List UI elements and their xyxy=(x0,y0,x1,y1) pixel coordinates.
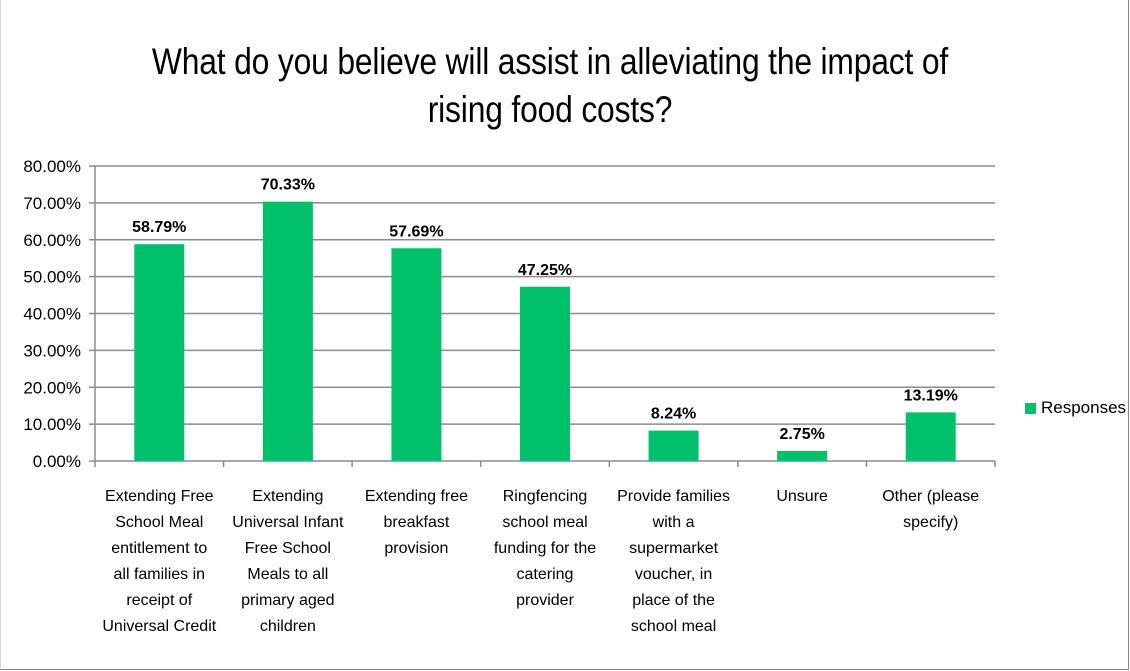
x-tick-label-line: receipt of xyxy=(126,592,192,609)
x-tick-label: Ringfencing school meal funding for the cat… xyxy=(494,488,596,609)
data-label: 70.33% xyxy=(261,177,315,194)
y-tick-label: 20.00% xyxy=(23,378,81,397)
bar xyxy=(777,450,828,461)
legend-swatch xyxy=(1025,402,1036,414)
y-tick-label: 10.00% xyxy=(23,415,81,434)
x-tick-label-line: Provide families xyxy=(617,488,730,505)
x-tick-label-line: specify) xyxy=(903,514,958,531)
x-tick-label: Extending Free School Meal entitlement to a… xyxy=(102,488,216,635)
x-tick-label-line: Free School xyxy=(245,540,331,557)
bar xyxy=(905,412,956,461)
x-tick-label-line: Other (please xyxy=(882,488,979,505)
x-tick-label: Other (please specify) xyxy=(882,488,979,531)
x-tick-label-line: place of the xyxy=(632,592,715,609)
bar xyxy=(391,248,442,461)
x-tick-label-line: voucher, in xyxy=(635,566,712,583)
x-tick-label: Provide families with a supermarket voucher… xyxy=(617,488,730,635)
x-tick-label-line: provider xyxy=(516,592,574,609)
data-label: 2.75% xyxy=(779,426,824,443)
x-tick-label-line: entitlement to xyxy=(111,540,207,557)
x-tick-label-line: Extending Free xyxy=(105,488,214,505)
legend-label: Responses xyxy=(1041,398,1127,417)
x-tick-label-line: breakfast xyxy=(384,514,450,531)
x-tick-label-line: children xyxy=(260,618,316,635)
y-tick-label: 30.00% xyxy=(23,341,81,360)
data-label: 57.69% xyxy=(389,223,443,240)
y-tick-label: 50.00% xyxy=(23,268,81,287)
data-label: 47.25% xyxy=(518,262,572,279)
x-tick-label-line: school meal xyxy=(502,514,587,531)
x-tick-label: Extending free breakfast provision xyxy=(365,488,468,557)
y-tick-label: 0.00% xyxy=(33,452,81,471)
y-tick-label: 80.00% xyxy=(23,157,81,176)
y-tick-label: 40.00% xyxy=(23,305,81,324)
bar xyxy=(134,244,185,461)
chart-title: What do you believe will assist in allev… xyxy=(151,41,949,130)
x-tick-label: Extending Universal Infant Free School Meal… xyxy=(232,488,344,635)
y-tick-label: 70.00% xyxy=(23,194,81,213)
x-tick-label-line: Extending free xyxy=(365,488,468,505)
x-tick-label-line: Unsure xyxy=(776,488,828,505)
legend: Responses xyxy=(1025,398,1126,418)
x-tick-label-line: Universal Infant xyxy=(232,514,344,531)
x-tick-label: Unsure xyxy=(776,488,828,505)
data-label: 8.24% xyxy=(651,406,696,423)
x-tick-label-line: School Meal xyxy=(115,514,203,531)
x-tick-label-line: Extending xyxy=(252,488,323,505)
bar xyxy=(648,430,699,461)
x-tick-label-line: all families in xyxy=(113,566,205,583)
y-tick-label: 60.00% xyxy=(23,231,81,250)
bar xyxy=(520,286,570,461)
data-label: 58.79% xyxy=(132,219,186,236)
bar xyxy=(262,201,313,461)
x-tick-label-line: Meals to all xyxy=(247,566,328,583)
x-tick-label-line: primary aged xyxy=(241,592,334,609)
x-tick-label-line: supermarket xyxy=(629,540,718,557)
x-tick-label-line: catering xyxy=(517,566,574,583)
x-tick-label-line: Ringfencing xyxy=(503,488,588,505)
x-tick-label-line: funding for the xyxy=(494,540,596,557)
x-tick-label-line: provision xyxy=(384,540,448,557)
x-tick-label-line: Universal Credit xyxy=(102,618,216,635)
data-label: 13.19% xyxy=(904,387,958,404)
x-tick-label-line: with a xyxy=(652,514,695,531)
x-tick-label-line: school meal xyxy=(631,618,716,635)
